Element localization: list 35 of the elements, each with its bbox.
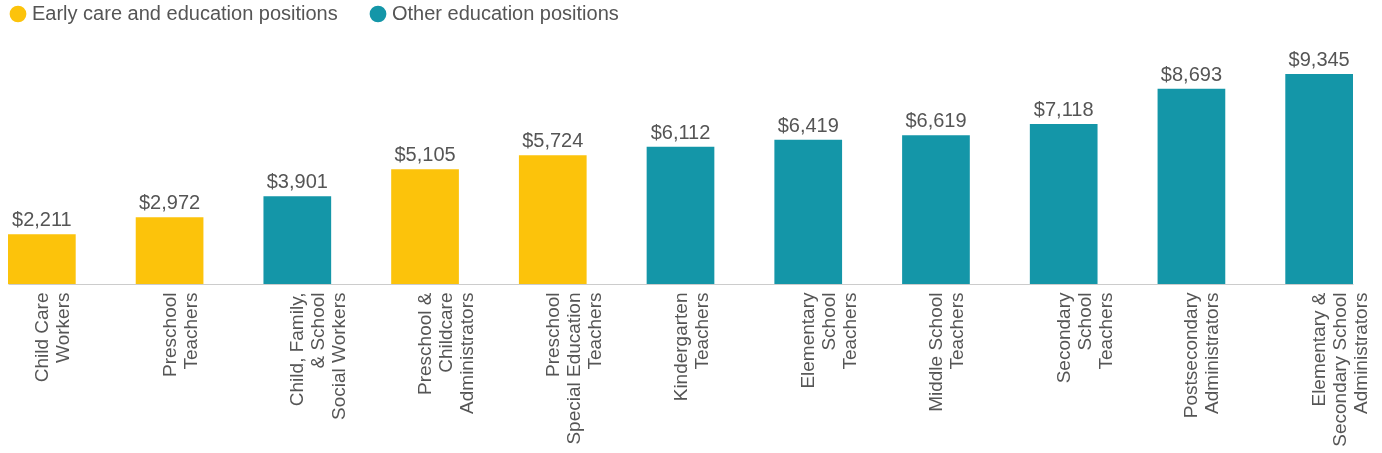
bar <box>774 139 843 284</box>
data-label: $5,724 <box>522 129 584 152</box>
data-label: $2,211 <box>12 208 72 231</box>
data-label: $7,118 <box>1033 98 1094 121</box>
x-tick-label: Elementary & Secondary School Administrators <box>1308 292 1372 447</box>
bar <box>391 169 459 284</box>
x-tick-label: Elementary School Teachers <box>797 292 861 389</box>
data-label: $8,693 <box>1160 62 1223 85</box>
x-tick-label: Kindergarten Teachers <box>669 292 712 402</box>
data-label: $2,972 <box>138 191 201 214</box>
x-tick-label: Child Care Workers <box>30 292 73 383</box>
bar <box>646 146 715 284</box>
bar <box>1285 74 1353 284</box>
legend-label: Other education positions <box>392 2 619 24</box>
bar <box>135 217 204 284</box>
data-label: $3,901 <box>266 170 328 193</box>
data-label: $6,419 <box>777 113 839 136</box>
x-tick-label: Preschool & Childcare Administrators <box>414 292 478 414</box>
data-label: $6,112 <box>650 120 711 143</box>
legend-label: Early care and education positions <box>32 2 338 24</box>
data-label: $9,345 <box>1288 48 1350 70</box>
bar <box>8 234 76 284</box>
x-tick-label: Child, Family, & School Social Workers <box>286 292 350 420</box>
bar <box>1029 124 1098 284</box>
x-tick-label: Preschool Teachers <box>158 292 201 377</box>
data-label: $5,105 <box>394 143 456 166</box>
x-tick-label: Secondary School Teachers <box>1052 292 1116 384</box>
bar <box>902 135 970 284</box>
x-tick-label: Preschool Special Education Teachers <box>541 292 605 445</box>
x-tick-label: Postsecondary Administrators <box>1180 292 1223 419</box>
bar <box>263 196 332 284</box>
bar <box>1157 88 1226 284</box>
x-tick-label: Middle School Teachers <box>924 292 967 412</box>
data-label: $6,619 <box>905 109 967 132</box>
bar <box>518 155 587 284</box>
